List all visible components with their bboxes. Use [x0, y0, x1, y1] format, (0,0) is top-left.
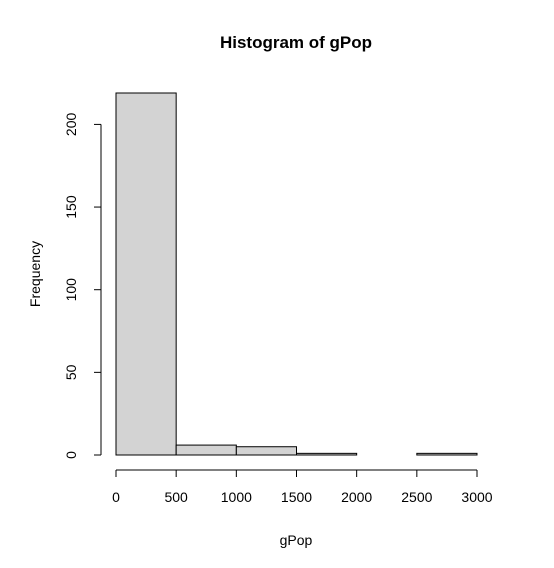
x-tick-label: 3000 [461, 489, 492, 505]
x-tick-label: 1500 [281, 489, 312, 505]
histogram-bar-500-1000 [175, 444, 237, 456]
y-axis-label: Frequency [27, 241, 43, 307]
chart-title: Histogram of gPop [220, 33, 372, 52]
y-tick-label: 200 [63, 113, 79, 137]
histogram-bar-2500-3000 [416, 452, 478, 456]
histogram-bar-1000-1500 [235, 446, 297, 456]
x-tick-label: 0 [112, 489, 120, 505]
y-tick-label: 150 [63, 195, 79, 219]
y-tick-label: 50 [63, 364, 79, 380]
y-tick-label: 0 [63, 451, 79, 459]
histogram-bars [115, 92, 478, 456]
x-tick-label: 2500 [401, 489, 432, 505]
x-axis: 0 500 1000 1500 2000 2500 3000 [112, 469, 493, 505]
x-axis-label: gPop [280, 532, 313, 548]
y-tick-label: 100 [63, 278, 79, 302]
x-tick-label: 1000 [221, 489, 252, 505]
x-tick-label: 2000 [341, 489, 372, 505]
histogram-bar-0-500 [115, 92, 177, 456]
y-axis: 0 50 100 150 200 [63, 113, 102, 459]
histogram-bar-1500-2000 [296, 452, 358, 456]
x-tick-label: 500 [164, 489, 188, 505]
